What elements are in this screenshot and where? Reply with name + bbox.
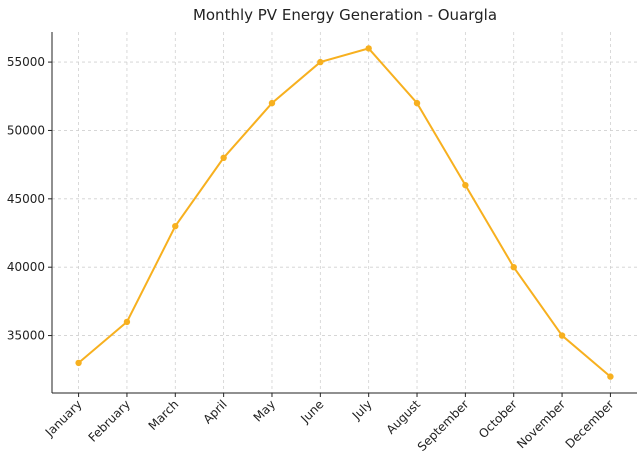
y-tick-label: 35000 xyxy=(7,329,45,343)
x-tick-label: October xyxy=(476,397,520,441)
x-tick-label: April xyxy=(200,397,229,426)
marker xyxy=(462,181,469,189)
marker xyxy=(75,359,82,367)
x-tick-label: November xyxy=(514,397,568,451)
chart-title: Monthly PV Energy Generation - Ouargla xyxy=(193,6,497,24)
line xyxy=(77,47,612,378)
marker xyxy=(172,222,179,230)
x-tick-label: May xyxy=(251,397,278,424)
marker xyxy=(268,99,276,107)
marker xyxy=(317,58,324,66)
marker xyxy=(413,99,421,107)
x-tick-label: March xyxy=(146,397,182,433)
marker xyxy=(558,332,566,339)
marker xyxy=(607,373,614,380)
marker xyxy=(123,318,131,326)
x-tick-label: September xyxy=(415,397,472,452)
marker xyxy=(510,263,517,271)
x-tick-label: December xyxy=(563,397,617,451)
x-tick-label: February xyxy=(86,397,134,445)
y-tick-label: 40000 xyxy=(7,260,45,274)
marker xyxy=(220,154,227,162)
x-tick-label: July xyxy=(349,397,375,423)
x-tick-label: June xyxy=(297,397,326,426)
x-tick-label: January xyxy=(42,397,85,440)
x-tick-label: August xyxy=(384,397,424,437)
y-tick-label: 50000 xyxy=(7,123,45,137)
marker xyxy=(365,45,372,52)
y-tick-label: 45000 xyxy=(7,192,45,206)
y-tick-label: 55000 xyxy=(7,55,45,69)
